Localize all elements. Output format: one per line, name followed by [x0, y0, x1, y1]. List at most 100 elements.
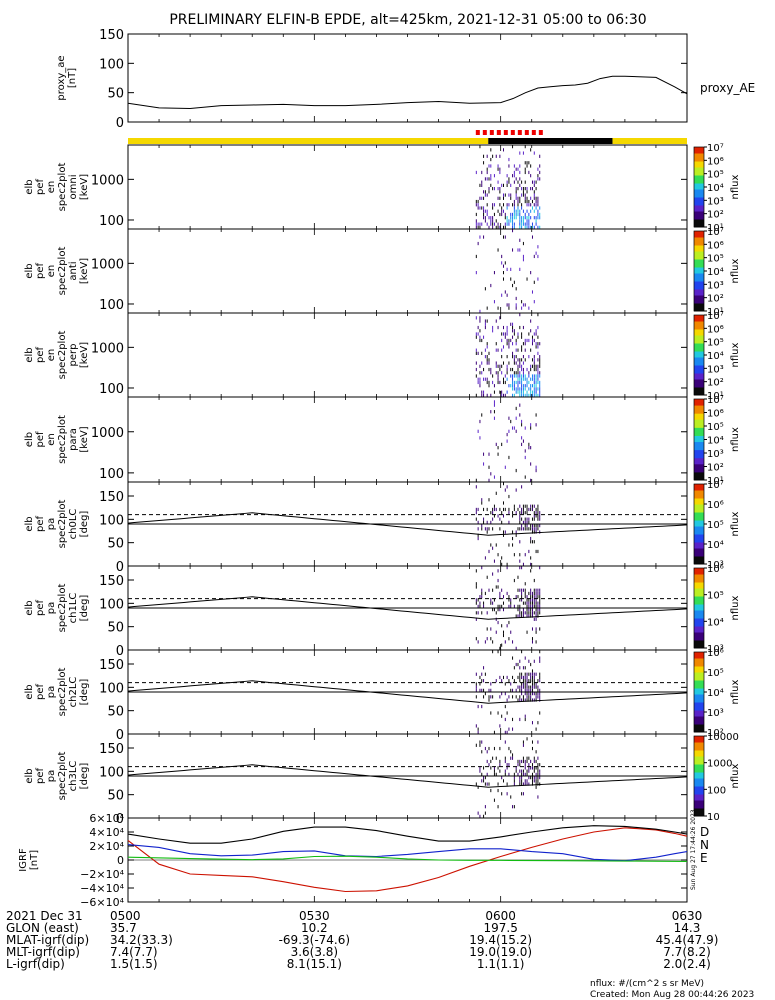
spectrogram-cell — [517, 332, 519, 336]
colorbar-segment — [694, 544, 704, 547]
spectrogram-cell — [537, 209, 539, 213]
spectrogram-cell — [506, 439, 508, 443]
spectrogram-cell — [497, 374, 499, 378]
colorbar-segment — [694, 596, 704, 599]
spectrogram-cell — [501, 776, 503, 780]
spectrogram-cell — [492, 219, 494, 223]
spectrogram-cell — [531, 721, 533, 725]
spectrogram-cell — [499, 390, 501, 394]
spectrogram-cell — [526, 338, 528, 343]
spectrogram-cell — [493, 559, 495, 563]
igrf-legend-n: N — [700, 838, 709, 852]
spectrogram-cell — [519, 717, 521, 722]
spectrogram-cell — [524, 759, 526, 764]
spectrogram-cell — [495, 348, 497, 352]
spectrogram-cell — [510, 682, 512, 686]
colorbar-segment — [694, 512, 704, 515]
colorbar-segment — [694, 475, 704, 479]
spectrogram-cell — [477, 785, 479, 789]
spectrogram-cell — [517, 390, 519, 394]
spectrogram-cell — [493, 300, 495, 304]
y-axis-label: [keV] — [79, 174, 90, 200]
spectrogram-cell — [531, 530, 533, 534]
spectrogram-cell — [506, 206, 508, 210]
colorbar-segment — [694, 211, 704, 214]
spectrogram-cell — [539, 517, 541, 521]
spectrogram-cell — [481, 338, 483, 343]
spectrogram-cell — [493, 410, 495, 414]
spectrogram-cell — [495, 772, 497, 776]
spectrogram-cell — [513, 504, 515, 508]
spectrogram-cell — [531, 614, 533, 618]
colorbar-segment — [694, 341, 704, 344]
spectrogram-cell — [513, 280, 515, 284]
spectrogram-cell — [537, 524, 539, 528]
spectrogram-cell — [481, 361, 483, 365]
spectrogram-cell — [515, 614, 517, 618]
spectrogram-cell — [513, 329, 515, 333]
spectrogram-cell — [499, 196, 501, 200]
spectrogram-cell — [479, 225, 481, 229]
spectrogram-cell — [513, 776, 515, 780]
y-axis-label: spec2plot — [57, 247, 68, 296]
spectrogram-cell — [522, 390, 524, 394]
spectrogram-cell — [519, 779, 521, 783]
colorbar-segment — [694, 642, 704, 645]
loss-cone-line — [127, 764, 688, 788]
spectrogram-cell — [513, 174, 515, 178]
y-tick-label: 150 — [99, 490, 124, 505]
spectrogram-cell — [506, 183, 508, 187]
colorbar-segment — [694, 530, 704, 533]
spectrogram-cell — [521, 524, 523, 528]
spectrogram-cell — [528, 371, 530, 375]
spectrogram-cell — [537, 203, 539, 207]
spectrogram-cell — [512, 805, 514, 809]
colorbar-segment — [694, 528, 704, 531]
spectrogram-cell — [539, 177, 541, 181]
colorbar-segment — [694, 742, 704, 745]
colorbar-segment — [694, 413, 704, 416]
spectrogram-cell — [531, 342, 533, 346]
spectrogram-cell — [477, 222, 479, 226]
spectrogram-cell — [492, 588, 494, 592]
spectrogram-cell — [506, 675, 508, 680]
spectrogram-cell — [512, 656, 514, 660]
colorbar-segment — [694, 570, 704, 573]
y-tick-label: 0 — [116, 116, 124, 131]
spectrogram-cell — [519, 566, 521, 570]
spectrogram-cell — [486, 380, 488, 385]
spectrogram-cell — [526, 675, 528, 680]
spectrogram-cell — [502, 533, 504, 537]
orbit-row-value: 7.4(7.7) — [110, 945, 158, 959]
figure-title: PRELIMINARY ELFIN-B EPDE, alt=425km, 202… — [169, 12, 646, 28]
spectrogram-cell — [481, 371, 483, 375]
spectrogram-cell — [522, 325, 524, 330]
spectrogram-cell — [501, 209, 503, 213]
spectrogram-cell — [519, 782, 521, 786]
colorbar-segment — [694, 371, 704, 374]
spectrogram-cell — [475, 335, 477, 339]
spectrogram-cell — [517, 384, 519, 388]
spectrogram-cell — [484, 776, 486, 780]
spectrogram-cell — [475, 212, 477, 217]
y-axis-label: en — [46, 181, 57, 194]
orbit-row-label: MLT-igrf(dip) — [6, 945, 80, 959]
spectrogram-cell — [475, 361, 477, 365]
spectrogram-cell — [522, 792, 524, 796]
spectrogram-cell — [499, 759, 501, 764]
y-axis-label: ch2LC — [68, 677, 79, 708]
spectrogram-cell — [508, 511, 510, 515]
colorbar-segment — [694, 654, 704, 657]
spectrogram-cell — [537, 549, 539, 554]
spectrogram-cell — [513, 426, 515, 430]
orbit-row-value: 34.2(33.3) — [110, 933, 173, 947]
spectrogram-cell — [499, 608, 501, 612]
spectrogram-cell — [535, 367, 537, 372]
status-bar-red-dot — [475, 130, 480, 135]
colorbar-segment — [694, 626, 704, 629]
colorbar-segment — [694, 411, 704, 414]
spectrogram-cell — [533, 591, 535, 596]
spectrogram-cell — [484, 190, 486, 194]
spectrogram-cell — [519, 611, 521, 615]
spectrogram-cell — [528, 199, 530, 204]
